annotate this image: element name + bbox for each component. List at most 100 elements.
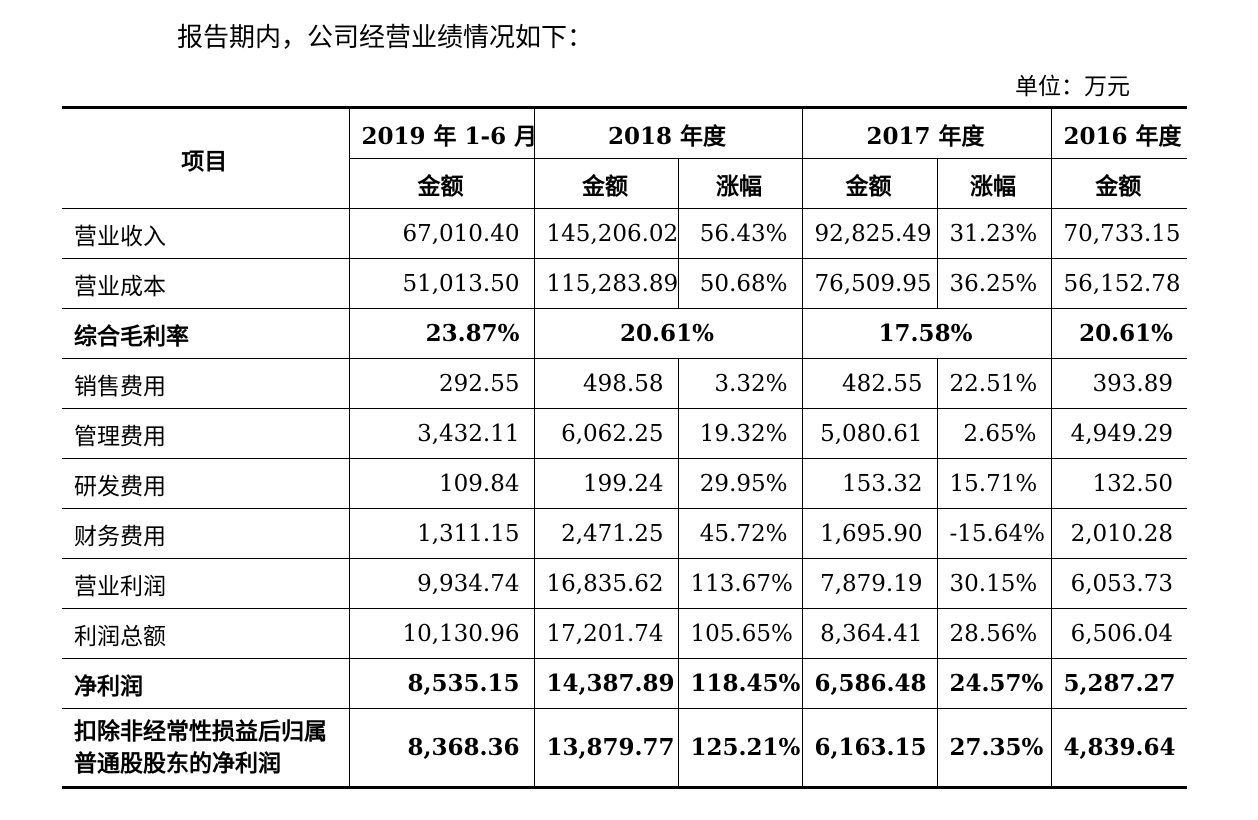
table-cell: 2,010.28 <box>1050 508 1187 559</box>
table-cell: 36.25% <box>936 258 1052 309</box>
row-label: 营业利润 <box>62 558 350 609</box>
table-cell: 153.32 <box>801 458 938 509</box>
table-cell: 23.87% <box>348 308 535 359</box>
table-cell: 29.95% <box>677 458 803 509</box>
table-cell: 27.35% <box>936 708 1052 788</box>
table-cell: 132.50 <box>1050 458 1187 509</box>
table-cell: 17,201.74 <box>533 608 679 659</box>
row-label: 财务费用 <box>62 508 350 559</box>
table-cell: 92,825.49 <box>801 208 938 259</box>
table-row: 管理费用 3,432.11 6,062.25 19.32% 5,080.61 2… <box>62 408 1187 459</box>
table-cell: 17.58% <box>801 308 1052 359</box>
table-cell: 28.56% <box>936 608 1052 659</box>
table-cell: 6,053.73 <box>1050 558 1187 609</box>
table-cell: 1,695.90 <box>801 508 938 559</box>
table-cell: 76,509.95 <box>801 258 938 309</box>
subheader-growth: 涨幅 <box>936 158 1052 209</box>
table-cell: 9,934.74 <box>348 558 535 609</box>
table-cell: 5,080.61 <box>801 408 938 459</box>
table-row: 综合毛利率 23.87% 20.61% 17.58% 20.61% <box>62 308 1187 359</box>
row-label: 营业成本 <box>62 258 350 309</box>
table-row: 营业成本 51,013.50 115,283.89 50.68% 76,509.… <box>62 258 1187 309</box>
table-cell: 56.43% <box>677 208 803 259</box>
table-cell: 50.68% <box>677 258 803 309</box>
table-cell: 292.55 <box>348 358 535 409</box>
row-label: 研发费用 <box>62 458 350 509</box>
table-cell: 6,586.48 <box>801 658 938 709</box>
unit-label: 单位：万元 <box>1015 74 1130 100</box>
header-row-metrics: 金额 金额 涨幅 金额 涨幅 金额 <box>62 158 1187 209</box>
subheader-amount: 金额 <box>533 158 679 209</box>
financial-performance-table: 项目 2019 年 1-6 月 2018 年度 2017 年度 2016 年度 … <box>62 106 1187 789</box>
period-header: 2019 年 1-6 月 <box>348 107 535 159</box>
table-cell: 67,010.40 <box>348 208 535 259</box>
subheader-amount: 金额 <box>1050 158 1187 209</box>
table-cell: 19.32% <box>677 408 803 459</box>
table-cell: 20.61% <box>1050 308 1187 359</box>
table-cell: 105.65% <box>677 608 803 659</box>
table-row: 财务费用 1,311.15 2,471.25 45.72% 1,695.90 -… <box>62 508 1187 559</box>
table-cell: 482.55 <box>801 358 938 409</box>
table-cell: 115,283.89 <box>533 258 679 309</box>
table-cell: 14,387.89 <box>533 658 679 709</box>
table-cell: 4,839.64 <box>1050 708 1187 788</box>
header-row-periods: 项目 2019 年 1-6 月 2018 年度 2017 年度 2016 年度 <box>62 107 1187 209</box>
table-cell: 45.72% <box>677 508 803 559</box>
row-label: 管理费用 <box>62 408 350 459</box>
subheader-growth: 涨幅 <box>677 158 803 209</box>
table-row: 研发费用 109.84 199.24 29.95% 153.32 15.71% … <box>62 458 1187 509</box>
table-cell: 31.23% <box>936 208 1052 259</box>
table-cell: 15.71% <box>936 458 1052 509</box>
table-cell: 56,152.78 <box>1050 258 1187 309</box>
table-cell: 118.45% <box>677 658 803 709</box>
table-row: 营业收入 67,010.40 145,206.02 56.43% 92,825.… <box>62 208 1187 259</box>
table-cell: 199.24 <box>533 458 679 509</box>
table-row: 净利润 8,535.15 14,387.89 118.45% 6,586.48 … <box>62 658 1187 709</box>
table-cell: 6,062.25 <box>533 408 679 459</box>
intro-text: 报告期内，公司经营业绩情况如下： <box>177 23 594 53</box>
table-cell: 5,287.27 <box>1050 658 1187 709</box>
table-cell: 4,949.29 <box>1050 408 1187 459</box>
row-label: 销售费用 <box>62 358 350 409</box>
period-header: 2017 年度 <box>801 107 1052 159</box>
table-cell: 113.67% <box>677 558 803 609</box>
row-label: 综合毛利率 <box>62 308 350 359</box>
subheader-amount: 金额 <box>801 158 938 209</box>
table-cell: 8,368.36 <box>348 708 535 788</box>
table-cell: 109.84 <box>348 458 535 509</box>
table-cell: 145,206.02 <box>533 208 679 259</box>
period-header: 2016 年度 <box>1050 107 1187 159</box>
table-cell: 2,471.25 <box>533 508 679 559</box>
table-cell: 22.51% <box>936 358 1052 409</box>
table-row: 营业利润 9,934.74 16,835.62 113.67% 7,879.19… <box>62 558 1187 609</box>
table-cell: 70,733.15 <box>1050 208 1187 259</box>
table-cell: 7,879.19 <box>801 558 938 609</box>
table-cell: 13,879.77 <box>533 708 679 788</box>
table-row: 利润总额 10,130.96 17,201.74 105.65% 8,364.4… <box>62 608 1187 659</box>
table-cell: 393.89 <box>1050 358 1187 409</box>
table-cell: 2.65% <box>936 408 1052 459</box>
table-cell: 30.15% <box>936 558 1052 609</box>
table-row: 扣除非经常性损益后归属普通股股东的净利润 8,368.36 13,879.77 … <box>62 708 1187 788</box>
item-header: 项目 <box>62 107 350 209</box>
table-cell: 8,364.41 <box>801 608 938 659</box>
table-row: 销售费用 292.55 498.58 3.32% 482.55 22.51% 3… <box>62 358 1187 409</box>
table-cell: -15.64% <box>936 508 1052 559</box>
table-cell: 20.61% <box>533 308 803 359</box>
table-cell: 24.57% <box>936 658 1052 709</box>
table-cell: 3,432.11 <box>348 408 535 459</box>
row-label: 扣除非经常性损益后归属普通股股东的净利润 <box>62 708 350 788</box>
period-header: 2018 年度 <box>533 107 803 159</box>
table-cell: 125.21% <box>677 708 803 788</box>
table-cell: 10,130.96 <box>348 608 535 659</box>
table-cell: 8,535.15 <box>348 658 535 709</box>
row-label: 利润总额 <box>62 608 350 659</box>
row-label: 净利润 <box>62 658 350 709</box>
table-cell: 6,163.15 <box>801 708 938 788</box>
table-cell: 16,835.62 <box>533 558 679 609</box>
table-cell: 498.58 <box>533 358 679 409</box>
row-label: 营业收入 <box>62 208 350 259</box>
table-cell: 3.32% <box>677 358 803 409</box>
table-cell: 51,013.50 <box>348 258 535 309</box>
table-cell: 1,311.15 <box>348 508 535 559</box>
